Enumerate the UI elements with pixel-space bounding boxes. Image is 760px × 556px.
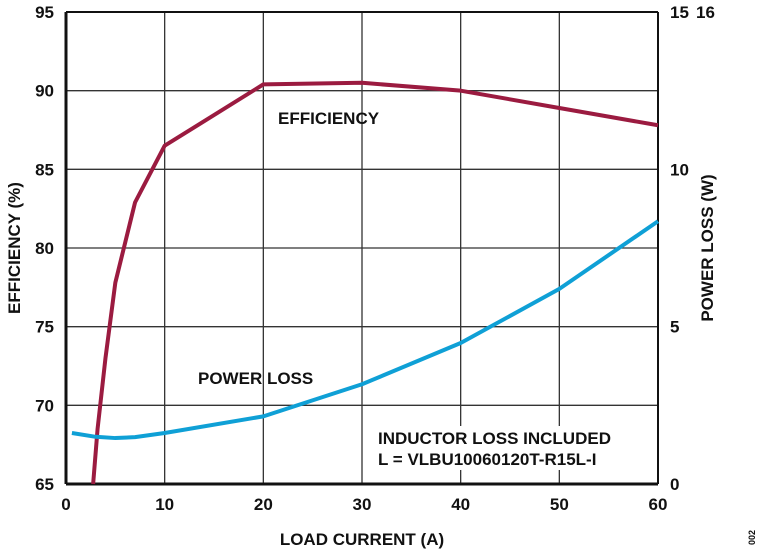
annotation-line-1: INDUCTOR LOSS INCLUDED <box>378 429 611 448</box>
x-tick-label: 50 <box>550 495 569 514</box>
x-tick-label: 20 <box>254 495 273 514</box>
y2-tick-label-overprint: 16 <box>696 3 715 22</box>
x-tick-label: 10 <box>155 495 174 514</box>
y-tick-label: 75 <box>35 318 54 337</box>
efficiency-series-label: EFFICIENCY <box>278 109 380 128</box>
annotation-background <box>372 426 656 470</box>
y-tick-label: 70 <box>35 396 54 415</box>
x-axis-label: LOAD CURRENT (A) <box>280 530 444 549</box>
y2-tick-label: 0 <box>670 475 679 494</box>
efficiency-line <box>91 80 659 485</box>
x-tick-label: 30 <box>353 495 372 514</box>
annotation-line-2: L = VLBU10060120T-R15L-I <box>378 450 596 469</box>
y2-tick-label: 10 <box>670 160 689 179</box>
x-tick-label: 60 <box>649 495 668 514</box>
x-tick-label: 40 <box>451 495 470 514</box>
y2-tick-label: 5 <box>670 318 679 337</box>
y-tick-label: 80 <box>35 239 54 258</box>
power-loss-line <box>71 219 660 441</box>
figure-id: 002 <box>747 530 757 545</box>
y2-axis-label: POWER LOSS (W) <box>698 174 717 321</box>
y-axis-label: EFFICIENCY (%) <box>5 182 24 314</box>
y-tick-label: 85 <box>35 160 54 179</box>
power-loss-series-label: POWER LOSS <box>198 369 313 388</box>
y2-tick-label: 15 <box>670 3 689 22</box>
y-tick-label: 95 <box>35 3 54 22</box>
y-tick-label: 90 <box>35 82 54 101</box>
y-tick-label: 65 <box>35 475 54 494</box>
x-tick-label: 0 <box>61 495 70 514</box>
